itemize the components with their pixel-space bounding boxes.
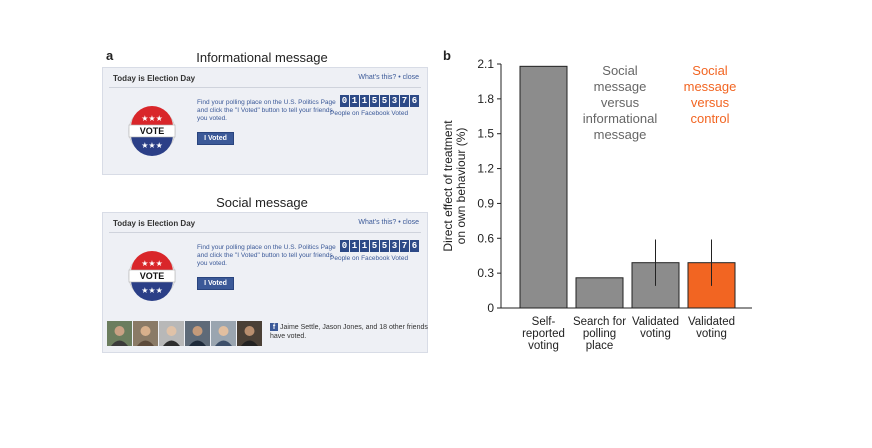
- voter-counter: 0 1 1 5 5 3 7 6: [340, 95, 419, 107]
- x-tick-label: Validated voting: [688, 316, 735, 340]
- counter-digit: 6: [410, 95, 419, 107]
- y-tick-label: 1.8: [477, 92, 494, 106]
- counter-digit: 1: [360, 95, 369, 107]
- y-tick-label: 0.3: [477, 266, 494, 280]
- i-voted-button[interactable]: I Voted: [197, 277, 234, 290]
- header-divider: [109, 232, 421, 233]
- i-voted-button[interactable]: I Voted: [197, 132, 234, 145]
- counter-digit: 0: [340, 95, 349, 107]
- annotation: Social message versus control: [684, 63, 737, 126]
- panel-b-letter: b: [443, 48, 451, 63]
- counter-digit: 5: [370, 240, 379, 252]
- election-day-header: Today is Election Day: [113, 219, 196, 228]
- counter-digit: 5: [370, 95, 379, 107]
- bar: [575, 277, 624, 309]
- badge-vote-label: VOTE: [140, 271, 165, 281]
- y-tick-label: 1.5: [477, 127, 494, 141]
- counter-digit: 5: [380, 95, 389, 107]
- election-day-header: Today is Election Day: [113, 74, 196, 83]
- polling-place-instructions: Find your polling place on the U.S. Poli…: [197, 244, 336, 267]
- whats-this-close-links[interactable]: What's this? • close: [358, 219, 419, 226]
- x-tick-label: Self-reported voting: [522, 316, 565, 352]
- svg-text:★★★: ★★★: [141, 114, 163, 123]
- voter-counter: 0 1 1 5 5 3 7 6: [340, 240, 419, 252]
- counter-caption: People on Facebook Voted: [330, 255, 409, 262]
- vote-badge-icon: ★★★ ★★★ VOTE: [128, 251, 176, 301]
- counter-digit: 1: [350, 240, 359, 252]
- counter-digit: 6: [410, 240, 419, 252]
- social-message-title: Social message: [216, 195, 308, 210]
- badge-vote-label: VOTE: [140, 126, 165, 136]
- counter-digit: 1: [360, 240, 369, 252]
- panel-a-letter: a: [106, 48, 114, 63]
- counter-digit: 7: [400, 95, 409, 107]
- counter-caption: People on Facebook Voted: [330, 110, 409, 117]
- friend-photos: [107, 321, 262, 346]
- vote-badge-icon: ★★★ ★★★ VOTE: [128, 106, 176, 156]
- whats-this-close-links[interactable]: What's this? • close: [358, 74, 419, 81]
- y-tick-label: 0.9: [477, 196, 494, 210]
- friend-photo[interactable]: [211, 321, 236, 346]
- annotation: Social message versus informational message: [583, 63, 658, 142]
- header-divider: [109, 87, 421, 88]
- friend-photo[interactable]: [159, 321, 184, 346]
- bar-chart: 0 0.3 0.6 0.9 1.2 1.5 1.8 2.1 Direct effect of t…: [441, 57, 752, 352]
- x-tick-label: Validated voting: [632, 316, 679, 340]
- polling-place-instructions: Find your polling place on the U.S. Poli…: [197, 99, 336, 122]
- x-tick-label: Search for polling place: [573, 316, 626, 352]
- svg-text:★★★: ★★★: [141, 141, 163, 150]
- friends-voted-label: Jaime Settle, Jason Jones, and 18 other …: [270, 324, 428, 340]
- svg-text:★★★: ★★★: [141, 286, 163, 295]
- y-axis-label: Direct effect of treatmenton own behavio…: [441, 120, 468, 252]
- friend-photo[interactable]: [107, 321, 132, 346]
- friend-photo[interactable]: [237, 321, 262, 346]
- y-tick-label: 0: [487, 301, 494, 315]
- counter-digit: 0: [340, 240, 349, 252]
- y-tick-label: 0.6: [477, 231, 494, 245]
- counter-digit: 1: [350, 95, 359, 107]
- counter-digit: 3: [390, 240, 399, 252]
- counter-digit: 7: [400, 240, 409, 252]
- svg-text:★★★: ★★★: [141, 259, 163, 268]
- y-tick-label: 1.2: [477, 162, 494, 176]
- friend-photo[interactable]: [185, 321, 210, 346]
- informational-message-title: Informational message: [196, 50, 328, 65]
- social-message-box: Today is Election Day What's this? • clo…: [102, 212, 428, 353]
- counter-digit: 5: [380, 240, 389, 252]
- friend-photo[interactable]: [133, 321, 158, 346]
- informational-message-box: Today is Election Day What's this? • clo…: [102, 67, 428, 175]
- y-tick-label: 2.1: [477, 57, 494, 71]
- friends-voted-text[interactable]: f Jaime Settle, Jason Jones, and 18 other…: [270, 323, 440, 341]
- bar: [519, 65, 568, 309]
- facebook-icon: f: [270, 323, 278, 332]
- counter-digit: 3: [390, 95, 399, 107]
